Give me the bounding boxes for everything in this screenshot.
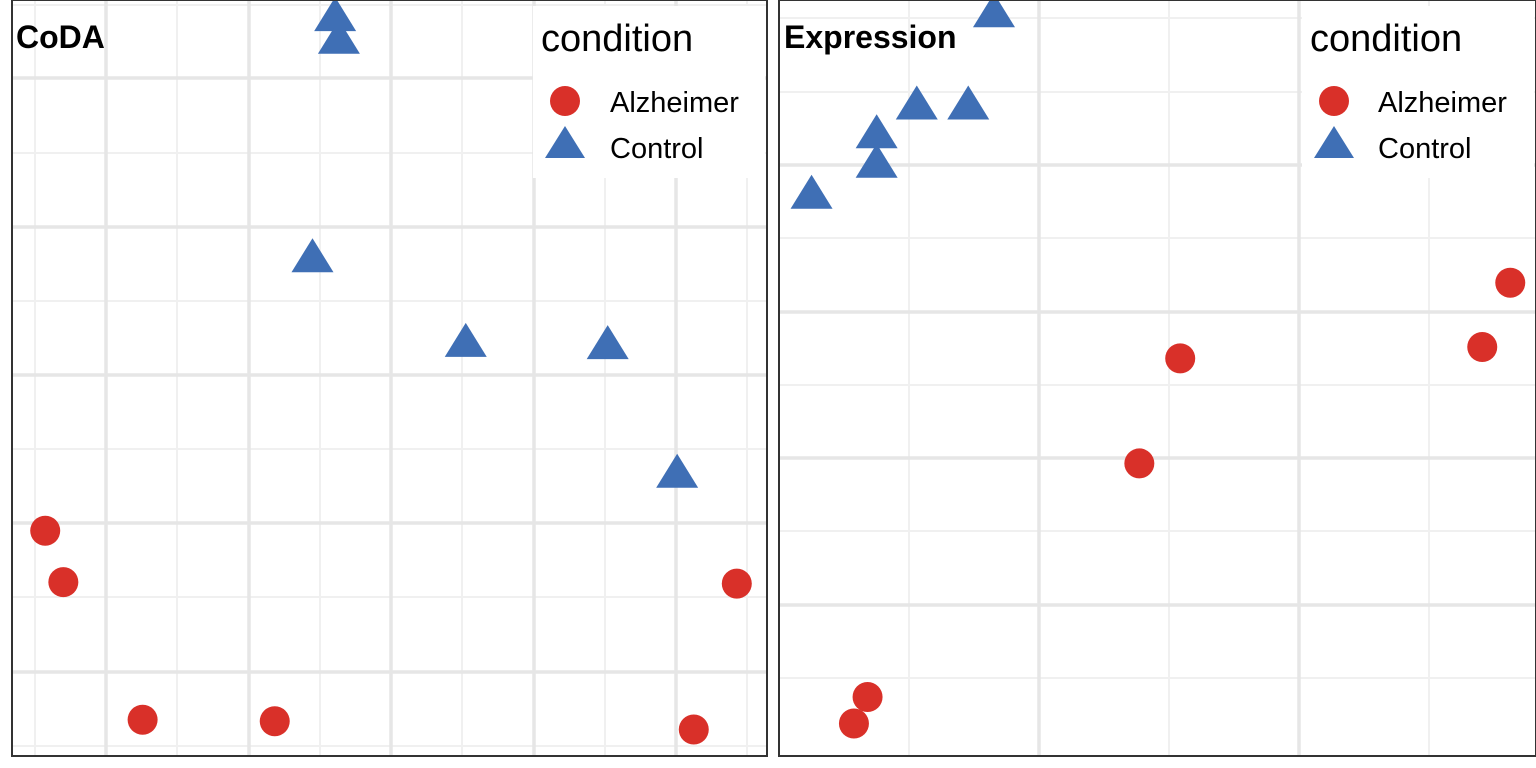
- expression-legend-title: condition: [1310, 18, 1462, 60]
- expression-point-control-1: [972, 0, 1015, 28]
- coda-point-alzheimer-1: [30, 515, 61, 546]
- expression-point-control-2: [790, 174, 833, 209]
- coda-point-control-5: [586, 325, 629, 360]
- coda-point-control-3: [291, 238, 334, 273]
- expression-legend: condition Alzheimer Control: [1302, 6, 1534, 178]
- coda-legend-control-key: [545, 126, 585, 158]
- coda-legend-control-label: Control: [610, 133, 704, 165]
- expression-grid: [779, 0, 1536, 756]
- expression-panel-border: [778, 0, 1536, 757]
- expression-legend-control-label: Control: [1378, 133, 1472, 165]
- expression-panel: Expression condition Alzheimer Control: [778, 0, 1536, 757]
- coda-point-alzheimer-6: [721, 568, 752, 599]
- coda-title: CoDA: [16, 19, 105, 55]
- coda-panel-border: [11, 0, 768, 757]
- coda-point-alzheimer-4: [259, 706, 290, 737]
- coda-point-control-2: [317, 19, 360, 54]
- expression-point-control-5: [895, 85, 938, 120]
- expression-point-alzheimer-6: [1495, 267, 1526, 298]
- expression-legend-alzheimer-label: Alzheimer: [1378, 87, 1507, 119]
- coda-legend-title: condition: [541, 18, 693, 60]
- coda-panel: CoDA condition Alzheimer Control: [11, 0, 768, 757]
- expression-point-control-6: [947, 85, 990, 120]
- expression-point-alzheimer-3: [1124, 448, 1155, 479]
- expression-point-control-4: [855, 114, 898, 149]
- coda-grid: [12, 0, 767, 756]
- expression-title: Expression: [784, 19, 957, 55]
- coda-legend-alzheimer-label: Alzheimer: [610, 87, 739, 119]
- coda-point-alzheimer-5: [678, 714, 709, 745]
- expression-point-alzheimer-5: [1467, 332, 1498, 363]
- coda-legend-alzheimer-key: [550, 86, 580, 116]
- expression-point-control-3: [855, 143, 898, 178]
- coda-legend: condition Alzheimer Control: [533, 6, 765, 178]
- expression-legend-control-key: [1314, 126, 1354, 158]
- expression-points: [790, 0, 1526, 739]
- expression-point-alzheimer-2: [838, 708, 869, 739]
- coda-point-alzheimer-2: [48, 567, 79, 598]
- expression-legend-alzheimer-key: [1319, 86, 1349, 116]
- coda-point-control-6: [656, 453, 699, 488]
- coda-point-control-4: [444, 322, 487, 357]
- coda-point-control-1: [314, 0, 357, 32]
- coda-point-alzheimer-3: [127, 704, 158, 735]
- coda-points: [30, 0, 752, 745]
- expression-point-alzheimer-4: [1165, 343, 1196, 374]
- expression-point-alzheimer-1: [852, 682, 883, 713]
